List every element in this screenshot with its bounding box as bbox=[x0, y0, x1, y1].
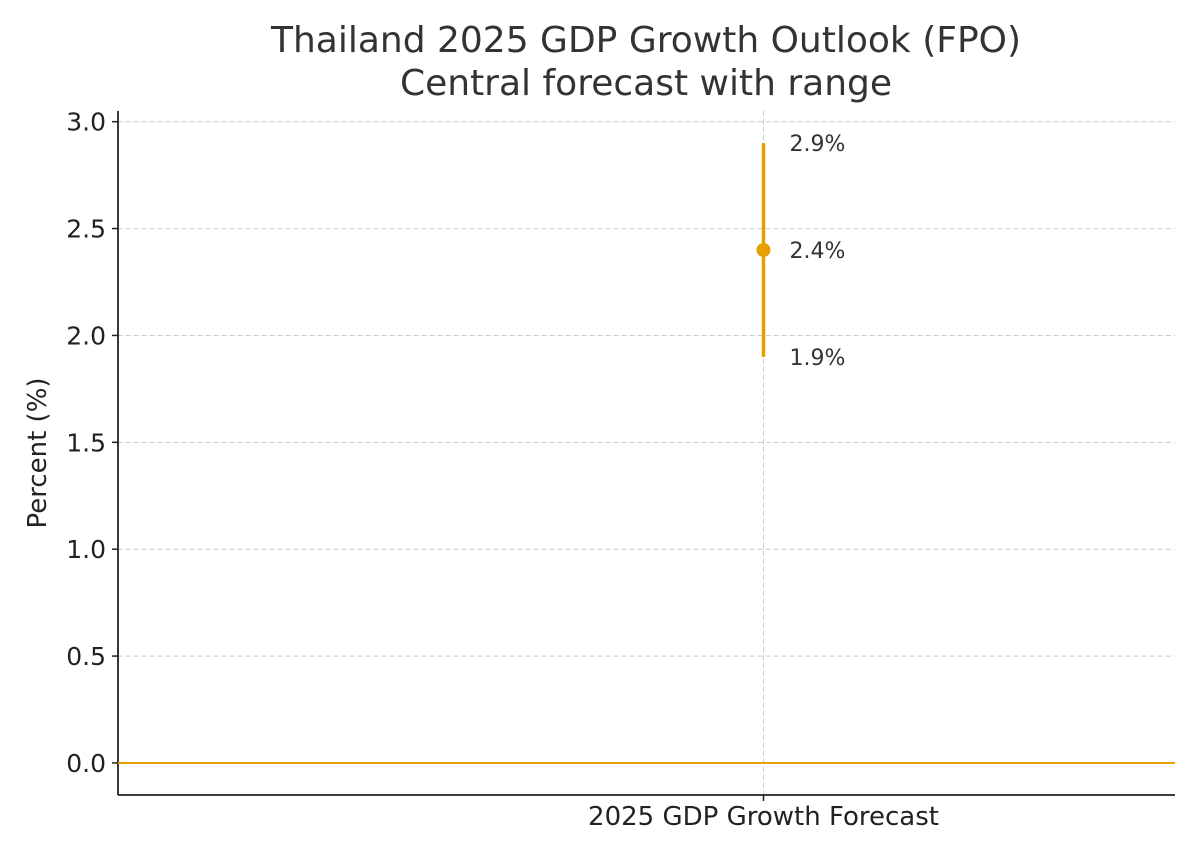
y-tick-label: 1.0 bbox=[66, 535, 106, 564]
y-axis-ticks: 0.0 0.5 1.0 1.5 2.0 2.5 3.0 bbox=[66, 108, 118, 778]
y-tick-label: 2.5 bbox=[66, 215, 106, 244]
low-value-label: 1.9% bbox=[790, 346, 846, 371]
x-axis-label: 2025 GDP Growth Forecast bbox=[588, 802, 939, 832]
y-tick-label: 0.0 bbox=[66, 749, 106, 778]
y-tick-label: 0.5 bbox=[66, 642, 106, 671]
y-axis-label: Percent (%) bbox=[23, 377, 53, 528]
chart-subtitle: Central forecast with range bbox=[399, 63, 893, 104]
chart-title: Thailand 2025 GDP Growth Outlook (FPO) bbox=[270, 20, 1022, 61]
high-value-label: 2.9% bbox=[790, 132, 846, 157]
central-value-label: 2.4% bbox=[790, 239, 846, 264]
y-tick-label: 2.0 bbox=[66, 321, 106, 350]
axes bbox=[117, 111, 1175, 801]
y-tick-label: 3.0 bbox=[66, 108, 106, 137]
central-point bbox=[756, 242, 771, 257]
y-tick-label: 1.5 bbox=[66, 428, 106, 457]
grid-lines bbox=[118, 111, 1175, 795]
series: 2.9% 2.4% 1.9% bbox=[118, 132, 1175, 764]
